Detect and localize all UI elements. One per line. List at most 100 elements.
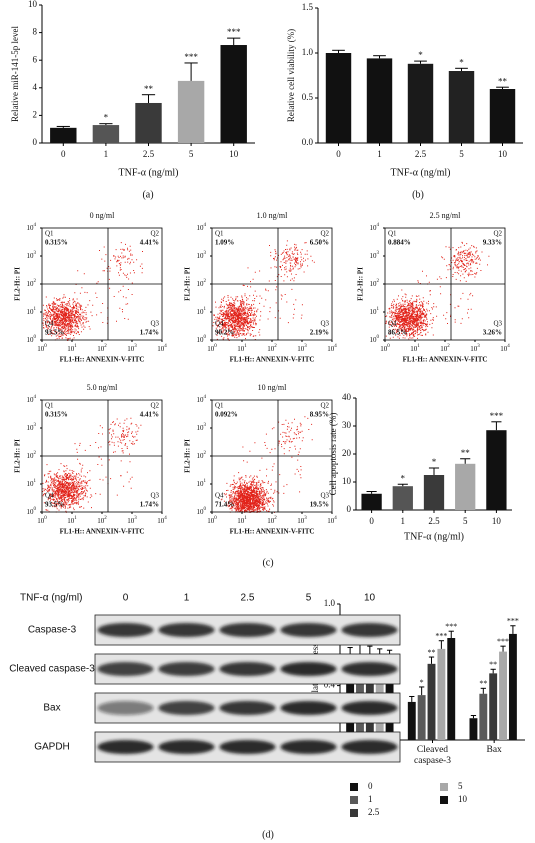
tick-label: 100 (207, 516, 217, 524)
quadrant-name: Q1 (45, 402, 54, 410)
tick-base: 10 (267, 345, 275, 353)
tick-exponent: 0 (34, 507, 37, 512)
lane-label: 5 (306, 593, 312, 604)
tick-exponent: 1 (74, 344, 77, 349)
tick-exponent: 4 (334, 516, 337, 521)
x-tick-label-box: Cleaved caspase-3 (414, 745, 451, 766)
tick-exponent: 3 (204, 251, 207, 256)
x-tick-label: 5 (189, 149, 194, 159)
quadrant-value: 1.74% (140, 329, 159, 337)
legend-label: 0 (368, 781, 373, 791)
tick-exponent: 2 (204, 451, 207, 456)
blot-band (219, 662, 276, 676)
significance-label: *** (184, 52, 198, 62)
y-tick-label: 1.0 (324, 598, 336, 608)
blot-band (341, 701, 398, 715)
y-axis-label: FL2-H:: PI (14, 267, 22, 301)
tick-base: 10 (207, 345, 215, 353)
tick-label: 101 (410, 344, 420, 352)
y-tick-label: 40 (342, 392, 352, 402)
quadrant-name: Q3 (150, 320, 159, 328)
significance-label: * (104, 113, 109, 123)
tick-label: 102 (97, 516, 107, 524)
quadrant-name: Q1 (388, 230, 397, 238)
quadrant-value: 93.5% (45, 329, 64, 337)
bar (469, 718, 478, 740)
lane-label: 0 (123, 593, 129, 604)
tick-base: 10 (370, 336, 378, 344)
tick-base: 10 (237, 345, 245, 353)
x-axis-label: FL1-H:: ANNEXIN-V-FITC (403, 356, 488, 364)
x-tick-label: 10 (498, 149, 508, 159)
y-tick-label: 0 (33, 137, 38, 147)
tick-label: 100 (380, 344, 390, 352)
tick-label: 104 (197, 223, 207, 231)
tick-base: 10 (297, 345, 305, 353)
y-tick-label: 30 (342, 420, 352, 430)
x-axis-label: FL1-H:: ANNEXIN-V-FITC (60, 528, 145, 536)
bar (448, 71, 475, 143)
tick-exponent: 4 (164, 516, 167, 521)
y-tick-label: 8 (33, 27, 38, 37)
blot-band (280, 623, 337, 637)
lane-label: 10 (364, 593, 376, 604)
tick-label: 101 (67, 516, 77, 524)
significance-label: ** (428, 648, 436, 657)
tick-base: 10 (370, 224, 378, 232)
panel-label: (d) (262, 829, 274, 840)
tick-exponent: 2 (104, 516, 107, 521)
tick-label: 104 (157, 516, 167, 524)
tick-base: 10 (67, 345, 75, 353)
legend-label: 1 (368, 794, 373, 804)
tick-exponent: 4 (507, 344, 510, 349)
tick-base: 10 (97, 517, 105, 525)
legend-swatch (350, 796, 358, 804)
quadrant-name: Q2 (150, 402, 159, 410)
plot-title: 1.0 ng/ml (257, 211, 288, 220)
tick-base: 10 (440, 345, 448, 353)
panel-label: (b) (412, 189, 424, 200)
quadrant-value: 4.41% (140, 239, 159, 247)
bar (92, 125, 120, 143)
quadrant-value: 9.33% (483, 239, 502, 247)
legend-label: 5 (458, 781, 463, 791)
tick-base: 10 (127, 345, 135, 353)
y-axis-label: FL2-H:: PI (184, 267, 192, 301)
tick-exponent: 2 (377, 279, 380, 284)
tick-label: 100 (197, 335, 207, 343)
y-tick-label: 0.4 (324, 680, 336, 690)
x-axis-label: FL1-H:: ANNEXIN-V-FITC (60, 356, 145, 364)
tick-label: 103 (127, 344, 137, 352)
legend-swatch (350, 809, 358, 817)
tick-exponent: 2 (104, 344, 107, 349)
quadrant-value: 1.09% (215, 239, 234, 247)
significance-label: * (420, 678, 424, 687)
tick-base: 10 (37, 517, 45, 525)
row-label: Caspase-3 (28, 625, 77, 636)
tick-label: 102 (440, 344, 450, 352)
tick-label: 101 (237, 516, 247, 524)
quadrant-value: 1.74% (140, 501, 159, 509)
y-tick-label: 10 (342, 476, 352, 486)
significance-label: * (432, 457, 437, 467)
y-axis-label: Cell apoptosis rate (%) (328, 413, 338, 496)
tick-exponent: 1 (204, 479, 207, 484)
tick-exponent: 1 (244, 516, 247, 521)
tick-label: 100 (27, 507, 37, 515)
tick-label: 102 (197, 279, 207, 287)
significance-label: *** (507, 617, 519, 626)
tick-exponent: 3 (304, 516, 307, 521)
bar (489, 673, 498, 740)
bar (407, 701, 416, 740)
tick-base: 10 (327, 517, 335, 525)
x-tick-label: 0 (336, 149, 341, 159)
tick-exponent: 4 (204, 395, 207, 400)
tick-base: 10 (197, 424, 205, 432)
tick-exponent: 1 (417, 344, 420, 349)
tick-exponent: 3 (134, 344, 137, 349)
x-tick-label: 10 (492, 516, 502, 526)
quadrant-name: Q4 (215, 492, 224, 500)
tick-label: 103 (370, 251, 380, 259)
bar (423, 475, 445, 510)
